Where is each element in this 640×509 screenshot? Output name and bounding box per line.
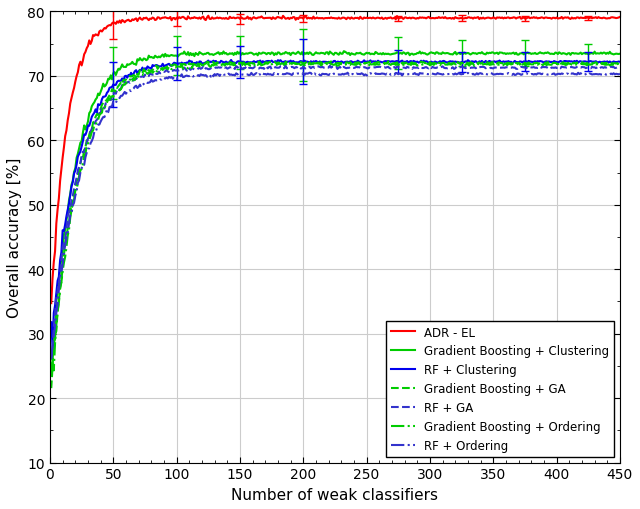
RF + Clustering xyxy=(461,59,469,65)
RF + Ordering xyxy=(143,80,150,86)
RF + Ordering xyxy=(593,72,601,78)
RF + GA xyxy=(282,64,289,70)
RF + Ordering xyxy=(609,72,616,78)
RF + GA xyxy=(47,357,55,363)
RF + GA xyxy=(143,74,150,80)
Gradient Boosting + Clustering xyxy=(47,369,55,375)
RF + Clustering xyxy=(616,60,624,66)
Gradient Boosting + Clustering xyxy=(111,70,118,76)
RF + GA xyxy=(593,65,601,71)
Gradient Boosting + Ordering xyxy=(593,62,601,68)
RF + GA xyxy=(111,90,118,96)
Gradient Boosting + Clustering xyxy=(616,51,624,58)
Line: Gradient Boosting + Clustering: Gradient Boosting + Clustering xyxy=(51,52,620,372)
Line: Gradient Boosting + GA: Gradient Boosting + GA xyxy=(51,62,620,388)
RF + Ordering xyxy=(460,72,468,78)
RF + Clustering xyxy=(112,82,120,89)
Y-axis label: Overall accuracy [%]: Overall accuracy [%] xyxy=(7,158,22,318)
RF + Ordering xyxy=(344,71,351,77)
Gradient Boosting + Clustering xyxy=(143,58,150,64)
ADR - EL xyxy=(111,21,118,27)
Line: RF + Ordering: RF + Ordering xyxy=(51,74,620,359)
Line: Gradient Boosting + Ordering: Gradient Boosting + Ordering xyxy=(51,63,620,376)
Legend: ADR - EL, Gradient Boosting + Clustering, RF + Clustering, Gradient Boosting + G: ADR - EL, Gradient Boosting + Clustering… xyxy=(387,321,614,457)
RF + Ordering xyxy=(616,71,624,77)
Gradient Boosting + GA xyxy=(47,385,55,391)
Gradient Boosting + Clustering xyxy=(460,50,468,56)
Gradient Boosting + Ordering xyxy=(616,63,624,69)
RF + GA xyxy=(369,66,377,72)
RF + Clustering xyxy=(610,59,618,65)
RF + Clustering xyxy=(371,60,378,66)
Gradient Boosting + GA xyxy=(111,88,118,94)
ADR - EL xyxy=(593,16,601,22)
Gradient Boosting + Ordering xyxy=(460,63,468,69)
RF + Ordering xyxy=(111,99,118,105)
RF + Ordering xyxy=(369,72,377,78)
Gradient Boosting + Ordering xyxy=(143,70,150,76)
ADR - EL xyxy=(460,16,468,22)
Gradient Boosting + Ordering xyxy=(263,60,271,66)
RF + Clustering xyxy=(49,343,56,349)
Gradient Boosting + Clustering xyxy=(593,51,601,57)
Line: RF + GA: RF + GA xyxy=(51,67,620,360)
ADR - EL xyxy=(369,15,377,21)
Gradient Boosting + GA xyxy=(368,61,376,67)
ADR - EL xyxy=(47,300,55,306)
Gradient Boosting + Ordering xyxy=(609,63,616,69)
RF + Ordering xyxy=(47,356,55,362)
RF + Clustering xyxy=(143,64,151,70)
ADR - EL xyxy=(609,15,616,21)
Gradient Boosting + Clustering xyxy=(609,52,616,58)
Line: ADR - EL: ADR - EL xyxy=(51,17,620,303)
X-axis label: Number of weak classifiers: Number of weak classifiers xyxy=(232,487,438,502)
Gradient Boosting + Clustering xyxy=(340,49,348,55)
RF + Clustering xyxy=(595,60,602,66)
Gradient Boosting + GA xyxy=(143,67,150,73)
Gradient Boosting + GA xyxy=(609,61,616,67)
RF + GA xyxy=(460,65,468,71)
Gradient Boosting + GA xyxy=(384,59,392,65)
ADR - EL xyxy=(616,15,624,21)
RF + GA xyxy=(616,65,624,71)
Gradient Boosting + GA xyxy=(460,61,468,67)
RF + Clustering xyxy=(227,58,235,64)
Gradient Boosting + GA xyxy=(616,62,624,68)
ADR - EL xyxy=(143,15,150,21)
Gradient Boosting + Ordering xyxy=(47,373,55,379)
Line: RF + Clustering: RF + Clustering xyxy=(51,61,620,346)
RF + Clustering xyxy=(47,320,55,326)
Gradient Boosting + Ordering xyxy=(369,62,377,68)
ADR - EL xyxy=(204,14,212,20)
Gradient Boosting + Ordering xyxy=(111,90,118,96)
RF + GA xyxy=(609,65,616,71)
Gradient Boosting + GA xyxy=(593,62,601,68)
Gradient Boosting + Clustering xyxy=(369,52,377,58)
